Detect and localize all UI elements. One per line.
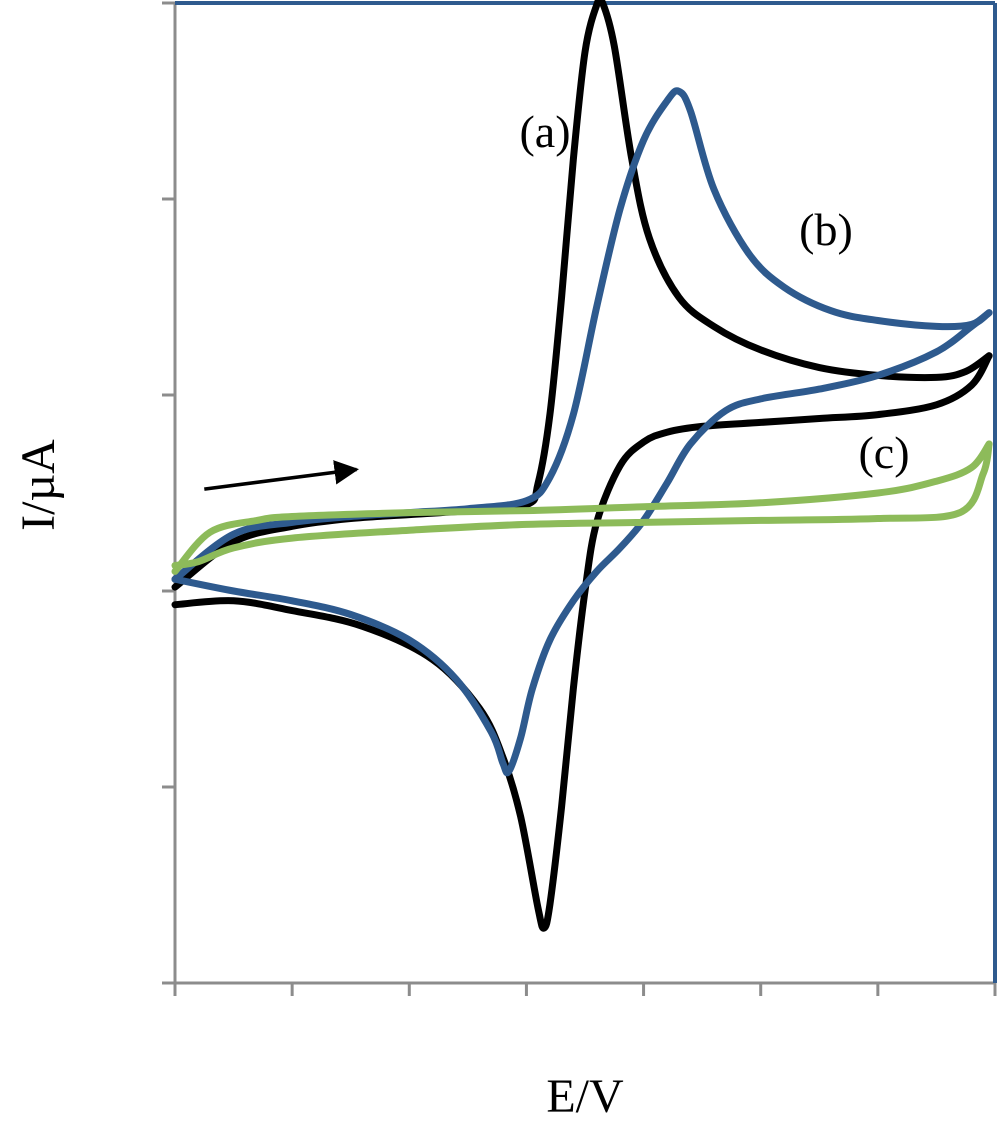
series-2	[171, 440, 993, 575]
y-axis-title: I/µA	[12, 439, 65, 531]
series-1-reverse-scan	[171, 309, 993, 777]
scan-direction-arrow	[204, 460, 360, 491]
series-group	[171, 0, 993, 932]
series-0-forward-scan	[171, 0, 993, 591]
plot-frame	[173, 1, 997, 985]
curve-label-0: (a)	[519, 106, 570, 157]
curve-label-2: (c)	[858, 427, 909, 478]
series-2-forward-scan	[171, 440, 993, 575]
axis-ticks	[162, 1, 997, 996]
annotations: (a) (b) (c)	[204, 106, 910, 491]
x-axis-title: E/V	[546, 1070, 624, 1123]
curve-label-1: (b)	[799, 204, 853, 255]
series-2-reverse-scan	[171, 440, 993, 569]
